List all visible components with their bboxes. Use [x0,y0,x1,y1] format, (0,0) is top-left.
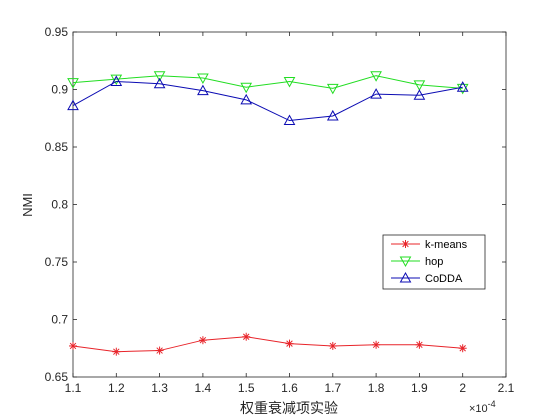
x-tick-label: 1.3 [151,381,168,395]
data-point [326,109,339,121]
series-line [72,336,463,353]
x-tick-label: 1.8 [368,381,385,395]
y-axis: 0.65 0.7 0.75 0.8 0.85 0.9 0.95 [45,25,506,384]
y-tick-label: 0.9 [51,83,68,97]
data-point [458,344,467,353]
data-point [240,93,253,105]
data-point [456,83,469,95]
y-axis-label: NMI [20,193,35,217]
data-point [67,78,79,89]
y-tick-label: 0.8 [51,198,68,212]
series-hop [67,71,469,95]
data-point [285,339,294,348]
x-tick-label: 1.7 [324,381,341,395]
y-tick-label: 0.75 [45,255,69,269]
x-axis-multiplier-exponent: -4 [488,399,496,409]
data-point [240,82,253,94]
x-axis: 1.1 1.2 1.3 1.4 1.5 1.6 1.7 1.8 1.9 2 2.1 [65,32,515,395]
data-point [370,88,382,99]
legend-marker [399,256,412,268]
x-tick-label: 1.5 [238,381,255,395]
data-point [198,336,207,345]
x-tick-label: 1.4 [195,381,212,395]
data-point [372,340,381,349]
data-point [328,341,337,350]
y-tick-label: 0.7 [51,313,68,327]
data-point [67,99,79,111]
series-layer [67,71,469,356]
x-axis-multiplier-base: ×10 [469,403,488,415]
x-tick-label: 1.9 [411,381,428,395]
data-point [69,341,77,350]
data-point [413,89,426,100]
legend-label: hop [425,256,443,268]
y-tick-label: 0.85 [45,140,69,154]
series-k-means [69,332,467,356]
x-tick-label: 1.6 [281,381,298,395]
data-point [283,76,296,88]
series-line [72,75,463,89]
x-tick-label: 2 [459,381,466,395]
legend-marker [401,240,410,248]
y-tick-label: 0.65 [45,370,69,384]
data-point [112,347,121,356]
data-point [153,77,166,89]
series-codda [67,75,469,126]
data-point [326,83,339,95]
data-point [413,80,426,91]
legend: k-means hop CoDDA [382,234,486,290]
legend-label: k-means [425,239,468,251]
data-point [153,71,166,82]
data-point [110,75,123,86]
y-tick-label: 0.95 [45,25,69,39]
plot-area [72,31,507,378]
data-point [155,346,164,355]
legend-marker [399,271,412,283]
data-point [370,71,382,82]
series-line [72,80,463,122]
data-point [415,340,424,349]
data-point [242,332,251,341]
data-point [456,81,469,92]
x-axis-multiplier: ×10-4 [469,399,496,415]
x-axis-label: 权重衰减项实验 [240,400,338,417]
x-tick-label: 1.2 [108,381,125,395]
legend-label: CoDDA [425,273,463,285]
data-point [197,84,209,96]
x-tick-label: 1.1 [65,381,82,395]
data-point [197,73,209,85]
x-tick-label: 2.1 [498,381,515,395]
data-point [110,74,123,86]
data-point [283,114,296,126]
